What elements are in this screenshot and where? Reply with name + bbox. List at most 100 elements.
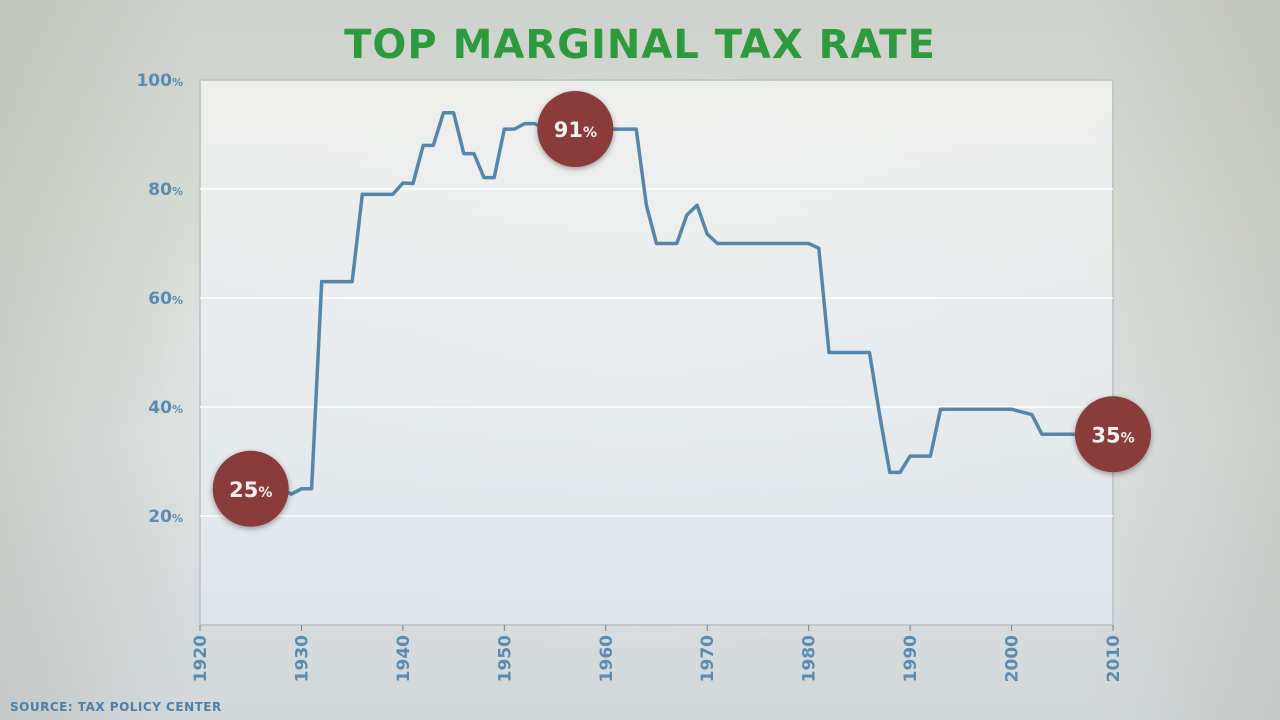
data-point-1985 — [858, 351, 861, 354]
callout-label-91: 91% — [554, 118, 597, 142]
y-tick-label-20: 20% — [148, 507, 183, 527]
data-point-1942 — [422, 144, 425, 147]
series-line-top-marginal-rate — [248, 110, 1115, 496]
data-point-1995 — [959, 408, 962, 411]
data-point-1979 — [797, 242, 800, 245]
data-point-1935 — [351, 280, 354, 283]
data-point-1996 — [969, 408, 972, 411]
data-point-1983 — [838, 351, 841, 354]
callout-label-25: 25% — [229, 478, 272, 502]
x-tick-label-1990: 1990 — [901, 635, 921, 682]
data-point-1968 — [685, 213, 688, 216]
data-point-1943 — [432, 144, 435, 147]
x-tick-label-1930: 1930 — [292, 635, 312, 682]
data-point-1994 — [949, 408, 952, 411]
value-callouts: 25% 91% 35% — [212, 91, 1151, 527]
data-point-1986 — [868, 351, 871, 354]
data-point-1964 — [645, 204, 648, 207]
data-point-1941 — [412, 182, 415, 185]
data-point-1952 — [523, 122, 526, 125]
gridlines — [200, 188, 1113, 517]
data-point-1998 — [990, 408, 993, 411]
data-point-1944 — [442, 111, 445, 114]
data-point-1966 — [665, 242, 668, 245]
data-point-1951 — [513, 128, 516, 131]
data-point-2000 — [1010, 408, 1013, 411]
callout-35: 35% — [1075, 396, 1151, 473]
y-axis-ticks: 20% 40% 60% 80% 100% — [136, 71, 183, 527]
y-tick-label-100: 100% — [136, 71, 183, 91]
data-point-1963 — [635, 128, 638, 131]
data-point-1961 — [614, 128, 617, 131]
y-tick-label-60: 60% — [148, 289, 183, 309]
data-point-1976 — [767, 242, 770, 245]
data-point-1947 — [472, 152, 475, 155]
data-point-1981 — [817, 247, 820, 250]
x-tick-label-1980: 1980 — [800, 635, 820, 682]
data-point-1953 — [533, 122, 536, 125]
data-point-2002 — [1030, 413, 1033, 416]
data-point-1932 — [320, 280, 323, 283]
chart-title: TOP MARGINAL TAX RATE — [344, 22, 936, 68]
data-point-1992 — [929, 455, 932, 458]
data-point-1975 — [756, 242, 759, 245]
data-point-1969 — [696, 204, 699, 207]
data-point-2003 — [1040, 433, 1043, 436]
data-point-1936 — [361, 193, 364, 196]
data-point-1999 — [1000, 408, 1003, 411]
data-point-1950 — [503, 128, 506, 131]
data-point-1971 — [716, 242, 719, 245]
data-point-1977 — [777, 242, 780, 245]
data-point-2001 — [1020, 410, 1023, 413]
data-point-1972 — [726, 242, 729, 245]
data-point-1990 — [909, 455, 912, 458]
y-tick-label-40: 40% — [148, 398, 183, 418]
data-point-1982 — [827, 351, 830, 354]
data-point-1974 — [746, 242, 749, 245]
data-point-1988 — [888, 471, 891, 474]
x-tick-label-1940: 1940 — [394, 635, 414, 682]
data-point-1948 — [483, 176, 486, 179]
x-tick-label-2010: 2010 — [1104, 635, 1124, 682]
data-point-1946 — [462, 152, 465, 155]
x-tick-label-1950: 1950 — [495, 635, 515, 682]
x-axis-ticks: 1920 1930 1940 1950 1960 1970 1980 1990 2000 2010 — [191, 625, 1124, 682]
callout-circle-35 — [1075, 396, 1151, 473]
data-point-1980 — [807, 242, 810, 245]
plot-area — [199, 79, 1114, 626]
data-point-1939 — [391, 193, 394, 196]
data-point-1991 — [919, 455, 922, 458]
data-point-1962 — [625, 128, 628, 131]
data-point-1931 — [310, 487, 313, 490]
data-point-1945 — [452, 111, 455, 114]
data-point-1967 — [675, 242, 678, 245]
x-tick-label-1970: 1970 — [698, 635, 718, 682]
callout-label-35: 35% — [1091, 423, 1134, 447]
data-point-2004 — [1051, 433, 1054, 436]
data-point-1973 — [736, 242, 739, 245]
data-point-2006 — [1071, 433, 1074, 436]
data-point-1937 — [371, 193, 374, 196]
x-tick-label-1960: 1960 — [597, 635, 617, 682]
data-point-1978 — [787, 242, 790, 245]
data-point-1934 — [341, 280, 344, 283]
data-point-1933 — [330, 280, 333, 283]
data-point-1965 — [655, 242, 658, 245]
data-point-1949 — [493, 176, 496, 179]
source-note: SOURCE: TAX POLICY CENTER — [10, 700, 222, 714]
data-point-1987 — [878, 414, 881, 417]
data-point-1997 — [980, 408, 983, 411]
callout-circle-91 — [537, 91, 614, 168]
data-point-1970 — [706, 232, 709, 235]
x-tick-label-2000: 2000 — [1003, 635, 1023, 682]
data-point-2005 — [1061, 433, 1064, 436]
data-point-1993 — [939, 408, 942, 411]
callout-25: 25% — [212, 450, 289, 527]
data-point-1929 — [290, 493, 293, 496]
callout-91: 91% — [537, 91, 614, 168]
data-point-1989 — [898, 471, 901, 474]
callout-circle-25 — [212, 450, 289, 527]
y-tick-label-80: 80% — [148, 180, 183, 200]
data-point-1930 — [300, 487, 303, 490]
